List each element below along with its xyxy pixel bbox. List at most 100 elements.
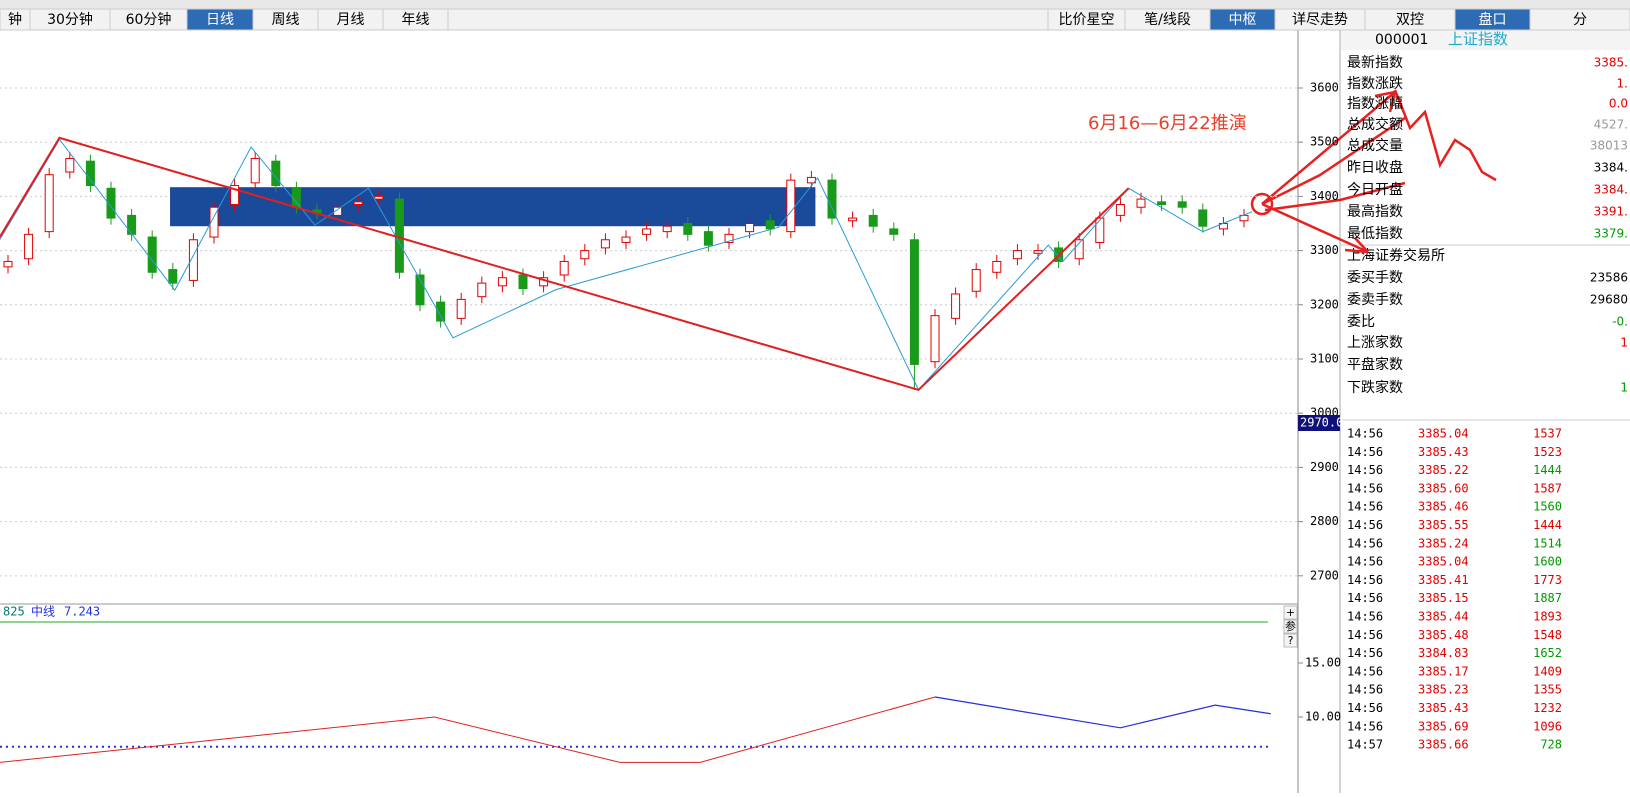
tick-time: 14:56 [1347,701,1383,715]
tab-label[interactable]: 年线 [402,12,430,28]
candle-body [1095,217,1105,243]
tick-time: 14:56 [1347,646,1383,660]
side-button[interactable] [1283,633,1298,648]
tab-label[interactable]: 笔/线段 [1144,12,1191,28]
tab-label[interactable]: 比价星空 [1059,12,1115,28]
y-tick-label: 2900 [1310,460,1339,474]
candle-body [1177,201,1187,208]
quote-label: 上涨家数 [1347,334,1403,351]
indicator-mid-value: 7.243 [64,605,100,619]
quote-value: 0.0 [1609,97,1628,111]
tick-price: 3385.43 [1418,445,1469,459]
y-tick-label: 3200 [1310,297,1339,311]
quote-label: 最低指数 [1347,226,1403,242]
y-tick-label: 15.00 [1305,655,1341,669]
tick-volume: 1096 [1533,719,1562,733]
tab-label[interactable]: 双控 [1396,12,1424,28]
candle-body [1012,250,1022,260]
candle-body [518,274,528,290]
candle-body [889,228,899,235]
side-button[interactable] [1283,619,1298,634]
tab-label[interactable]: 钟 [8,11,22,28]
quote-value: 23586 [1590,271,1628,285]
tick-price: 3385.24 [1418,536,1469,550]
candle-body [168,269,178,284]
quote-label: 今日开盘 [1347,181,1403,198]
tick-time: 14:57 [1347,738,1383,752]
tab-label[interactable]: 中枢 [1229,12,1257,28]
indicator-line [0,696,936,763]
tab-label[interactable]: 30分钟 [47,11,93,28]
pivot-zone [170,187,816,227]
tab-label[interactable]: 60分钟 [126,11,172,28]
tick-price: 3385.44 [1418,610,1469,624]
tick-time: 14:56 [1347,610,1383,624]
candle-body [559,260,569,276]
candle-body [930,315,940,363]
tab-label[interactable]: 月线 [337,12,365,28]
candle-body [642,228,652,235]
candle-body [3,260,13,268]
quote-value: 38013 [1590,139,1628,153]
tick-volume: 728 [1540,738,1562,752]
tab-label[interactable]: 周线 [272,12,300,28]
tick-time: 14:56 [1347,500,1383,514]
candle-body [786,179,796,233]
candle-body [188,239,198,281]
quote-label: 委卖手数 [1347,292,1403,308]
tick-volume: 1587 [1533,481,1562,495]
candle-body [24,233,34,260]
side-button-label[interactable]: + [1286,606,1295,619]
y-tick-label: 3300 [1310,243,1339,257]
quote-label: 指数涨跌 [1347,76,1403,92]
quote-value: 3391. [1594,205,1628,219]
tick-price: 3385.15 [1418,591,1469,605]
tick-time: 14:56 [1347,719,1383,733]
side-button-label[interactable]: 参 [1285,619,1296,633]
candle-body [745,223,755,233]
tick-time: 14:56 [1347,683,1383,697]
tick-price: 3385.69 [1418,719,1469,733]
tick-volume: 1537 [1533,427,1562,441]
candle-body [703,231,713,246]
tab[interactable] [382,8,449,31]
candle-body [765,220,775,230]
tick-volume: 1444 [1533,518,1562,532]
tick-volume: 1514 [1533,536,1562,550]
menu-strip [0,0,1630,9]
tick-volume: 1887 [1533,591,1562,605]
candle-body [436,301,446,322]
tick-price: 3385.66 [1418,738,1469,752]
tick-volume: 1548 [1533,628,1562,642]
quote-value: -0. [1612,315,1628,329]
tab-label[interactable]: 分 [1573,12,1587,28]
quote-label: 昨日收盘 [1347,159,1403,176]
side-button-label[interactable]: ? [1288,634,1294,647]
candle-body [1157,201,1167,206]
tab[interactable] [1529,8,1630,31]
y-tick-label: 10.00 [1305,709,1341,723]
candle-body [662,225,672,233]
tab-label[interactable]: 盘口 [1479,11,1507,28]
quote-label: 指数涨幅 [1347,96,1403,112]
segment-line [0,136,1130,392]
candle-body [827,179,837,219]
indicator-mid-label: 中线 [31,604,55,619]
side-button[interactable] [1283,605,1298,620]
tab-label[interactable]: 详尽走势 [1292,12,1348,28]
quote-value: 29680 [1590,293,1628,307]
quote-value: 4527. [1594,118,1628,132]
tick-volume: 1773 [1533,573,1562,587]
quote-value: 3384. [1594,161,1628,175]
candle-body [250,157,260,184]
candle-body [394,198,404,273]
tick-volume: 1560 [1533,500,1562,514]
tick-price: 3385.60 [1418,481,1469,495]
tab-label[interactable]: 日线 [206,12,234,28]
tick-time: 14:56 [1347,518,1383,532]
exchange-label: 上海证券交易所 [1347,247,1445,264]
tick-time: 14:56 [1347,445,1383,459]
quote-label: 平盘家数 [1347,356,1403,373]
